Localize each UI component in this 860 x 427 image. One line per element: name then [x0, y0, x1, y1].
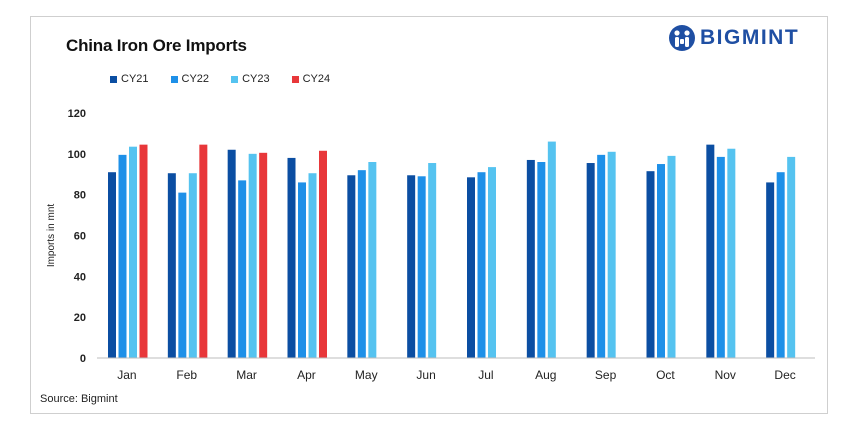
x-tick-label: Dec: [774, 368, 795, 382]
bar-cy21-mar: [228, 150, 236, 358]
y-axis-label: Imports in mnt: [46, 204, 57, 268]
x-tick-label: Jul: [478, 368, 493, 382]
bar-cy23-aug: [548, 142, 556, 358]
bar-cy22-mar: [238, 180, 246, 358]
y-tick-label: 40: [74, 271, 86, 283]
bar-cy23-nov: [727, 149, 735, 358]
x-tick-label: Feb: [176, 368, 197, 382]
bar-cy22-jan: [119, 155, 127, 358]
bar-cy21-oct: [647, 171, 655, 358]
bar-cy24-feb: [199, 145, 207, 358]
bar-cy22-feb: [178, 193, 186, 358]
x-tick-label: May: [355, 368, 378, 382]
bar-cy23-oct: [668, 156, 676, 358]
bar-cy23-jun: [428, 163, 436, 358]
x-tick-label: Jun: [416, 368, 435, 382]
source-note: Source: Bigmint: [40, 393, 118, 405]
bar-cy23-jan: [129, 147, 137, 358]
bar-cy23-jul: [488, 167, 496, 358]
y-tick-label: 60: [74, 231, 86, 243]
bar-cy21-aug: [527, 160, 535, 358]
x-tick-label: Mar: [236, 368, 257, 382]
bar-cy23-may: [368, 162, 376, 358]
x-tick-label: Jan: [117, 368, 136, 382]
bar-cy21-may: [347, 175, 355, 358]
bar-cy22-may: [358, 170, 366, 358]
bar-cy23-apr: [309, 173, 317, 358]
bar-cy23-mar: [249, 154, 257, 358]
y-tick-label: 100: [68, 149, 86, 161]
bar-cy22-nov: [717, 157, 725, 358]
bar-cy21-apr: [288, 158, 296, 358]
bar-cy23-sep: [608, 152, 616, 358]
x-tick-label: Apr: [297, 368, 316, 382]
x-tick-label: Aug: [535, 368, 556, 382]
bar-cy23-dec: [787, 157, 795, 358]
x-tick-label: Nov: [715, 368, 736, 382]
bar-cy22-sep: [597, 155, 605, 358]
bar-cy22-dec: [777, 172, 785, 358]
bar-cy22-oct: [657, 164, 665, 358]
y-tick-label: 80: [74, 190, 86, 202]
y-tick-label: 20: [74, 312, 86, 324]
bar-cy24-jan: [140, 145, 148, 358]
bar-cy21-nov: [706, 145, 714, 358]
bar-cy21-dec: [766, 182, 774, 358]
bar-cy24-apr: [319, 151, 327, 358]
bar-cy22-jul: [478, 172, 486, 358]
bar-cy24-mar: [259, 153, 267, 358]
bar-cy21-jan: [108, 172, 116, 358]
y-tick-label: 0: [80, 353, 86, 365]
y-tick-label: 120: [68, 108, 86, 120]
bar-cy23-feb: [189, 173, 197, 358]
bar-cy22-jun: [418, 176, 426, 358]
x-tick-label: Oct: [656, 368, 675, 382]
bar-cy21-jul: [467, 177, 475, 358]
bar-cy21-feb: [168, 173, 176, 358]
bar-cy21-sep: [587, 163, 595, 358]
x-tick-label: Sep: [595, 368, 617, 382]
bar-cy22-aug: [537, 162, 545, 358]
bar-cy22-apr: [298, 182, 306, 358]
bar-cy21-jun: [407, 175, 415, 358]
